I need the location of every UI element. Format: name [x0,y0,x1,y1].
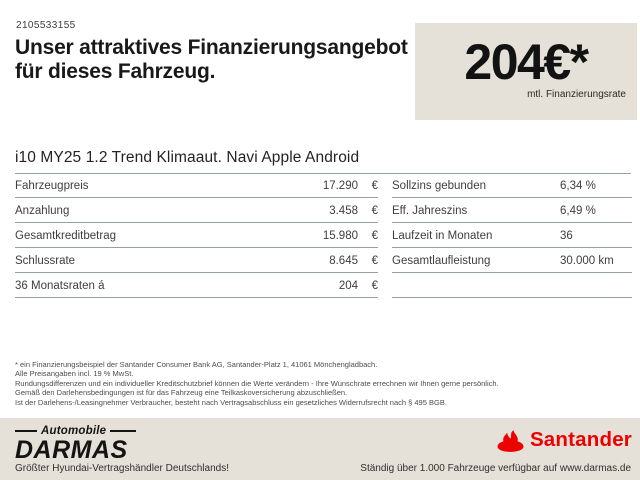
row-label: Eff. Jahreszins [392,205,468,217]
document-number: 2105533155 [16,20,76,31]
row-value: 6,49 % [560,205,596,217]
fine-print-line: Rundungsdifferenzen und ein individuelle… [15,378,499,388]
darmas-logo: Automobile DARMAS [15,425,137,464]
table-row: Schlussrate 8.645 € [15,248,378,273]
darmas-rule-right [110,430,137,432]
santander-logo: Santander [497,428,632,452]
fine-print: * ein Finanzierungsbeispiel der Santande… [15,360,625,407]
vehicle-title: i10 MY25 1.2 Trend Klimaaut. Navi Apple … [15,149,631,174]
darmas-logo-top: Automobile [15,425,137,437]
table-row: Laufzeit in Monaten 36 [392,223,632,248]
row-value: 30.000 km [560,255,614,267]
row-label: Laufzeit in Monaten [392,230,493,242]
row-label: Gesamtkreditbetrag [15,230,116,242]
row-unit: € [371,280,378,292]
santander-logo-text: Santander [529,428,632,451]
finance-table-right: Sollzins gebunden 6,34 % Eff. Jahreszins… [392,173,632,298]
monthly-rate-box: 204€* mtl. Finanzierungsrate [415,23,637,120]
fine-print-line: * ein Finanzierungsbeispiel der Santande… [15,360,378,369]
row-unit: € [371,230,378,242]
darmas-logo-automobile: Automobile [41,425,107,437]
table-row: Anzahlung 3.458 € [15,198,378,223]
row-value: 15.980 [322,230,358,242]
row-label: Anzahlung [15,205,70,217]
table-row: Gesamtlaufleistung 30.000 km [392,248,632,273]
finance-table-left: Fahrzeugpreis 17.290 € Anzahlung 3.458 €… [15,173,378,298]
dealer-tagline: Größter Hyundai-Vertragshändler Deutschl… [15,463,229,474]
row-value: 8.645 [329,255,358,267]
row-label: 36 Monatsraten á [15,280,105,292]
row-value: 6,34 % [560,180,596,192]
table-row: Gesamtkreditbetrag 15.980 € [15,223,378,248]
row-value [560,280,632,297]
santander-flame-icon [497,429,524,452]
row-value: 3.458 [329,205,358,217]
row-label [392,280,560,297]
fine-print-line: Gemäß den Darlehensbedingungen ist für d… [15,388,348,398]
row-value: 36 [560,230,573,242]
row-unit: € [371,180,378,192]
table-row: 36 Monatsraten á 204 € [15,273,378,298]
fine-print-line: Alle Preisangaben incl. 19 % MwSt. [15,369,134,379]
row-unit: € [371,205,378,217]
monthly-rate-caption: mtl. Finanzierungsrate [527,89,626,100]
row-label: Schlussrate [15,255,76,267]
table-row: Fahrzeugpreis 17.290 € [15,173,378,198]
row-unit: € [371,255,378,267]
row-value: 204 [338,280,358,292]
table-row: Sollzins gebunden 6,34 % [392,173,632,198]
footer-band: Automobile DARMAS Santander Größter Hyun… [0,418,640,480]
darmas-logo-name: DARMAS [15,436,128,464]
table-row: Eff. Jahreszins 6,49 % [392,198,632,223]
finance-tables: Fahrzeugpreis 17.290 € Anzahlung 3.458 €… [15,173,632,298]
table-row-empty [392,273,632,298]
offer-heading: Unser attraktives Finanzierungsangebot f… [15,36,415,83]
fine-print-line: Ist der Darlehens-/Leasingnehmer Verbrau… [15,397,447,407]
darmas-rule-left [15,430,37,432]
website-tagline: Ständig über 1.000 Fahrzeuge verfügbar a… [360,463,631,474]
row-label: Gesamtlaufleistung [392,255,491,267]
offer-heading-line1: Unser attraktives Finanzierungsangebot [15,36,408,59]
row-label: Sollzins gebunden [392,180,486,192]
row-label: Fahrzeugpreis [15,180,89,192]
offer-heading-line2: für dieses Fahrzeug. [15,59,216,83]
monthly-rate-value: 204€* [464,34,589,90]
row-value: 17.290 [322,180,358,192]
